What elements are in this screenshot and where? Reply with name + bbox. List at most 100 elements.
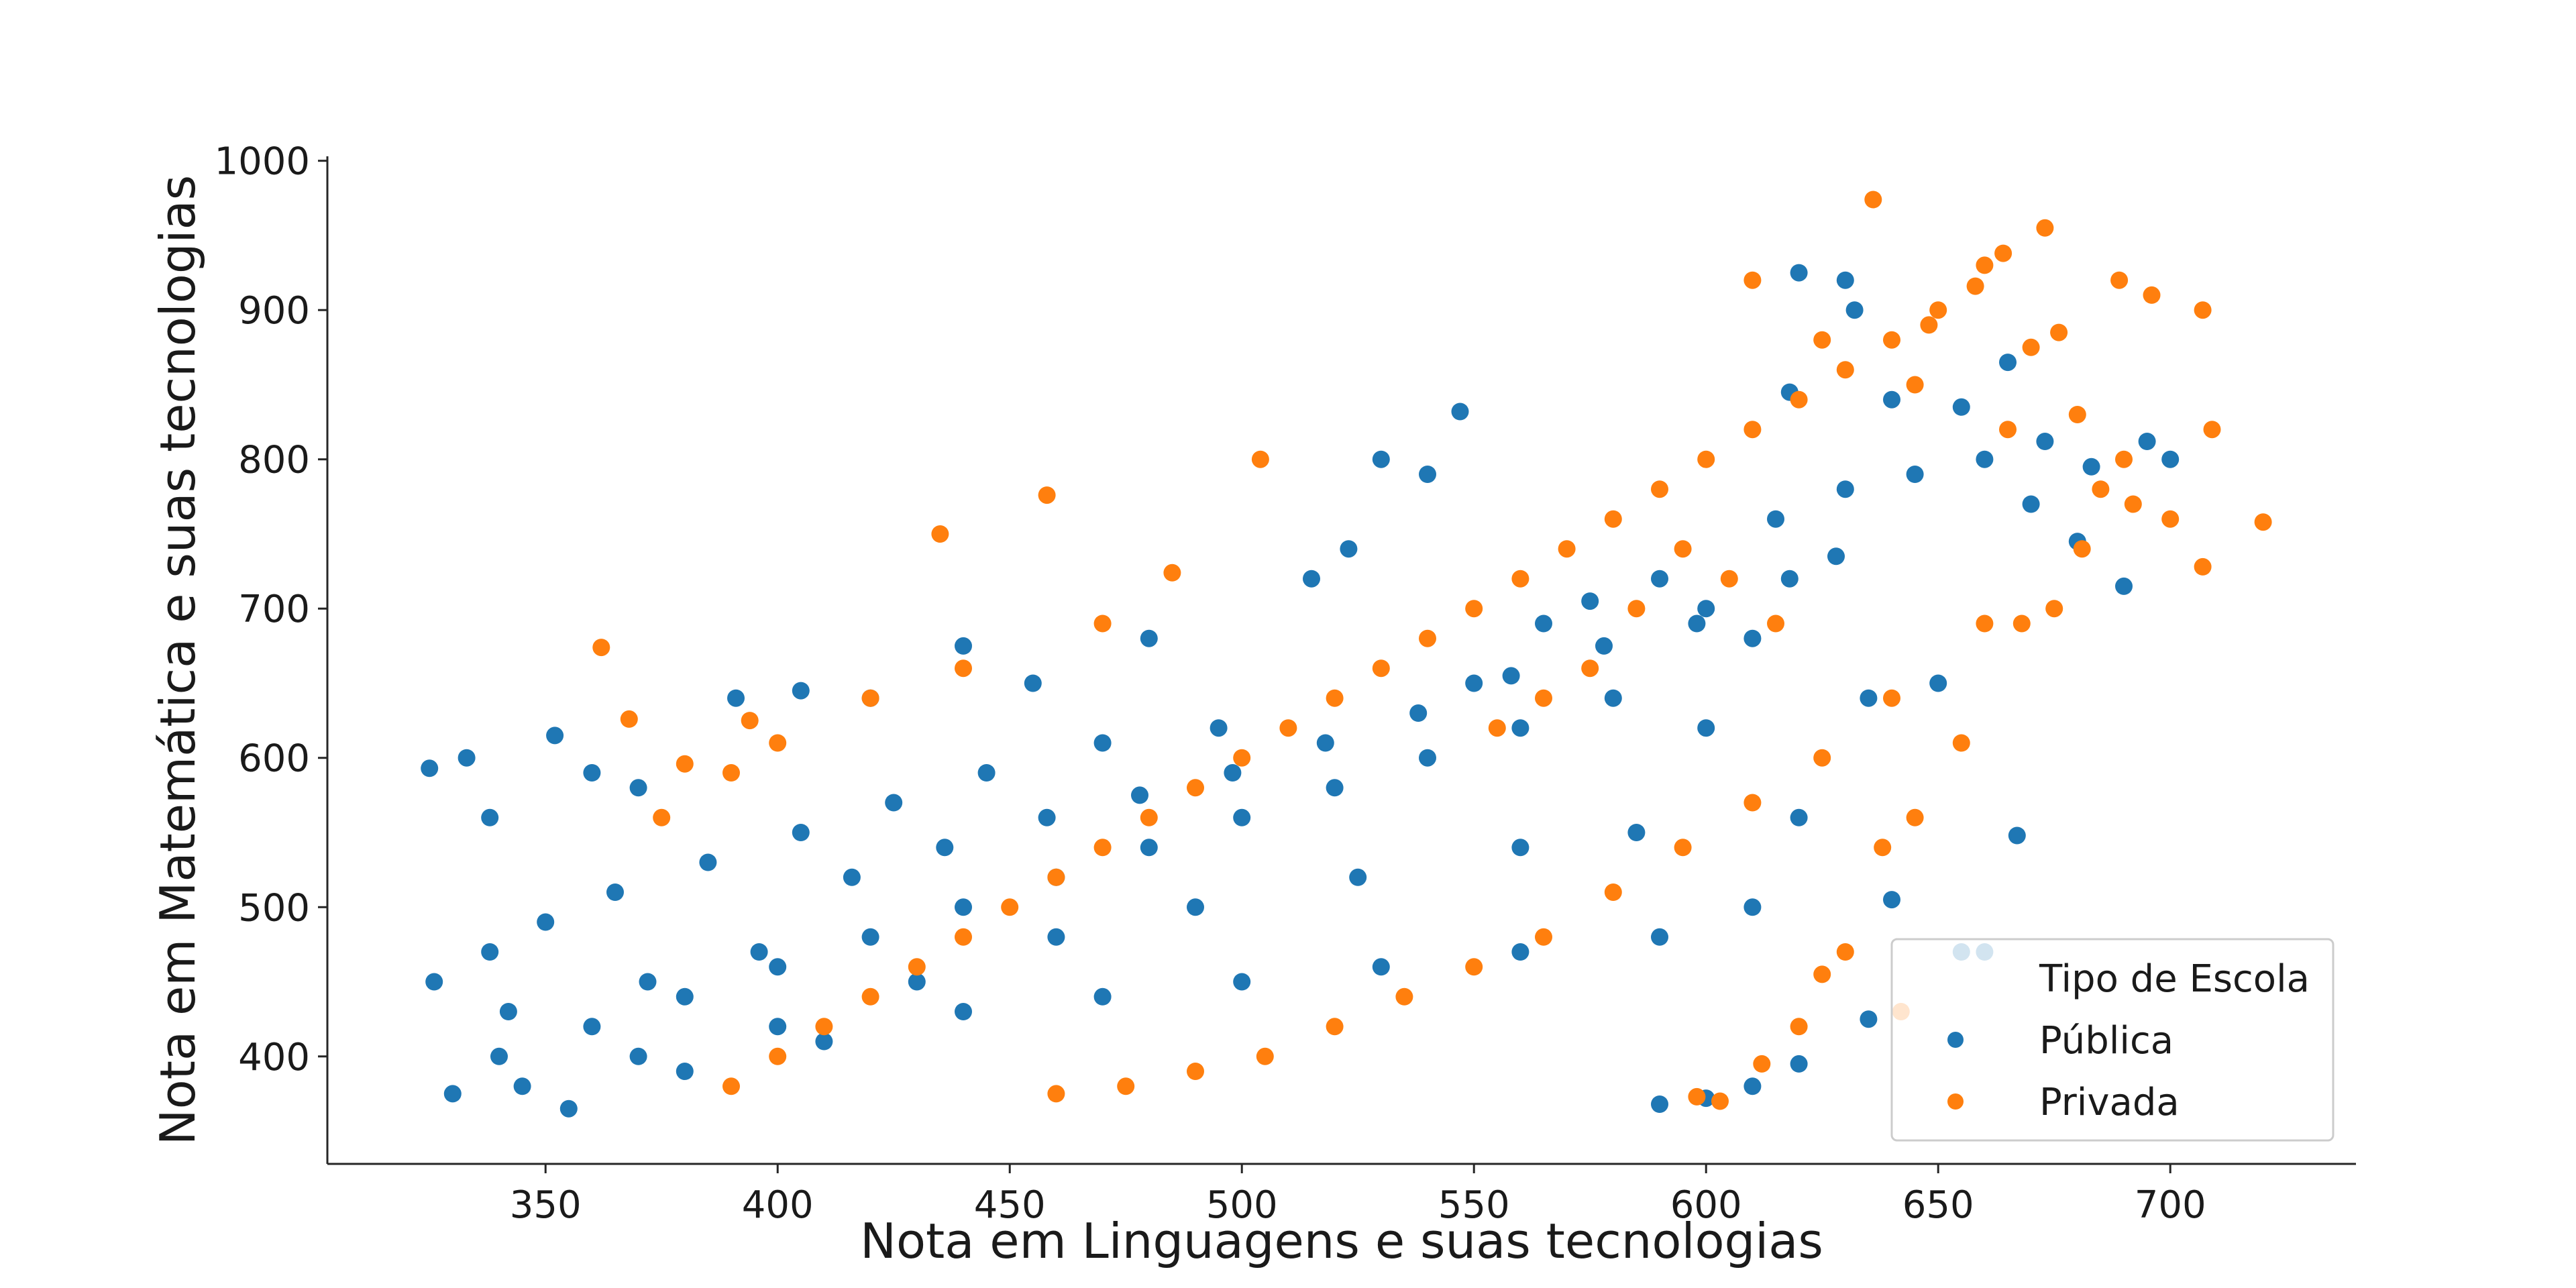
point-publica [1581,592,1599,610]
point-publica [481,808,499,826]
point-publica [2138,433,2156,450]
point-publica [1419,749,1436,767]
point-publica [2115,577,2133,595]
y-tick-label: 700 [238,588,310,631]
point-publica [1038,808,1056,826]
point-publica [1140,839,1158,857]
y-tick-label: 600 [238,737,310,781]
point-publica [1511,719,1529,737]
point-privada [1001,898,1019,916]
point-privada [741,712,759,730]
point-publica [1511,839,1529,857]
point-publica [1047,928,1065,946]
x-axis-label: Nota em Linguagens e suas tecnologias [860,1213,1823,1269]
y-tick-label: 900 [238,289,310,333]
point-privada [1864,191,1882,209]
point-publica [955,1003,972,1020]
point-privada [592,639,610,657]
point-publica [1836,480,1854,498]
point-privada [2143,286,2161,304]
legend-label-privada: Privada [2039,1081,2180,1124]
y-tick-label: 1000 [214,140,310,184]
point-publica [769,958,787,976]
point-privada [1743,421,1762,439]
point-publica [458,749,476,767]
point-publica [955,637,972,655]
point-privada [2124,495,2142,513]
point-publica [1780,570,1799,588]
point-privada [620,710,638,728]
point-publica [1372,958,1390,976]
point-privada [2036,219,2054,237]
point-publica [1790,808,1808,826]
point-privada [1906,376,1924,394]
point-publica [1233,973,1251,991]
point-publica [583,1018,601,1036]
point-publica [1511,943,1529,961]
point-publica [861,928,879,946]
point-publica [629,779,647,797]
y-ticks: 400 500 600 700 800 900 1000 [214,140,327,1079]
point-privada [1883,689,1900,707]
y-tick-label: 400 [238,1036,310,1079]
point-publica [2036,433,2054,450]
point-privada [1874,839,1892,857]
point-privada [1813,331,1831,349]
point-publica [1465,674,1483,692]
point-privada [1790,390,1808,409]
point-privada [1743,794,1762,812]
point-privada [815,1018,833,1036]
x-tick-label: 500 [1206,1183,1278,1227]
x-tick-label: 350 [510,1183,582,1227]
point-privada [1929,301,1947,319]
point-publica [1697,719,1715,737]
point-privada [1952,734,1970,752]
point-publica [583,764,601,782]
legend-entries: Pública Privada [1947,1019,2180,1124]
point-privada [1688,1087,1706,1106]
point-publica [1952,398,1970,416]
point-privada [769,734,787,752]
point-publica [1303,570,1320,588]
point-privada [722,1077,740,1095]
point-privada [955,928,972,946]
point-publica [425,973,443,991]
point-publica [815,1032,833,1051]
point-privada [1187,779,1204,797]
point-privada [1711,1092,1729,1110]
point-privada [2073,540,2091,558]
point-privada [1511,570,1529,588]
legend-title: Tipo de Escola [2039,957,2310,1001]
point-privada [1465,958,1483,976]
point-privada [2092,480,2110,498]
point-privada [1047,1085,1065,1103]
point-publica [1651,570,1668,588]
point-privada [1966,277,1984,295]
point-publica [1604,689,1622,707]
point-publica [1836,271,1854,289]
point-privada [908,958,926,976]
point-publica [1767,510,1784,528]
point-privada [931,525,949,543]
point-publica [792,824,810,841]
points-layer [421,191,2272,1118]
point-privada [1720,570,1738,588]
point-privada [1140,808,1158,826]
point-publica [1409,704,1428,722]
point-privada [2110,271,2129,289]
point-publica [769,1018,787,1036]
point-privada [1651,480,1668,498]
point-publica [1233,808,1251,826]
point-publica [1860,1010,1878,1028]
point-publica [699,853,717,871]
point-publica [629,1047,647,1065]
point-publica [2161,450,2180,468]
point-privada [1047,868,1065,886]
point-publica [1651,1095,1668,1113]
point-publica [1743,898,1762,916]
point-privada [1256,1047,1274,1065]
point-privada [1279,719,1297,737]
legend-box [1890,938,2334,1142]
point-privada [2254,513,2272,531]
point-publica [513,1077,531,1095]
